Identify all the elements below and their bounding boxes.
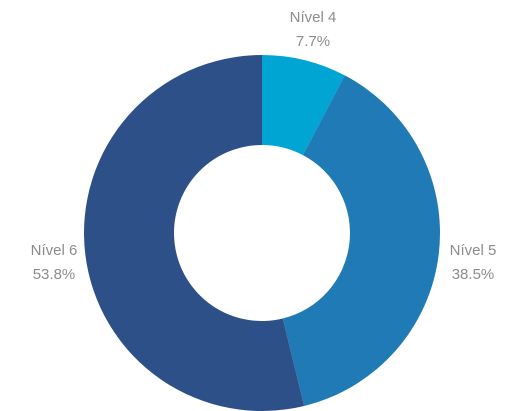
slice-label-value-5: 38.5% bbox=[452, 266, 495, 283]
slice-label-name-5: Nível 5 bbox=[450, 242, 497, 259]
slice-label-value-6: 53.8% bbox=[33, 266, 76, 283]
donut-slice-nivel-6 bbox=[84, 55, 305, 411]
slice-label-name-6: Nível 6 bbox=[31, 242, 78, 259]
donut-slices bbox=[84, 55, 441, 411]
slice-label-name-4: Nível 4 bbox=[290, 9, 337, 26]
donut-slice-nivel-5 bbox=[282, 75, 441, 406]
slice-labels: Nível 4 7.7% Nível 5 38.5% Nível 6 53.8% bbox=[31, 9, 497, 283]
donut-slice-nivel-4 bbox=[262, 55, 345, 156]
slice-label-value-4: 7.7% bbox=[296, 33, 330, 50]
